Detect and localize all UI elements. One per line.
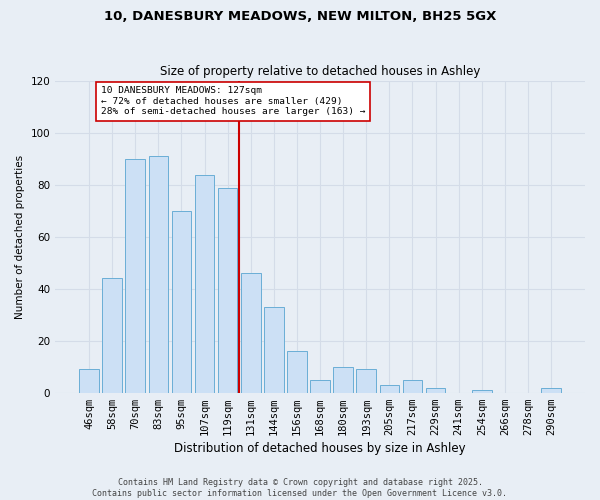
Bar — [103, 278, 122, 392]
Bar — [356, 370, 376, 392]
Text: 10 DANESBURY MEADOWS: 127sqm
← 72% of detached houses are smaller (429)
28% of s: 10 DANESBURY MEADOWS: 127sqm ← 72% of de… — [101, 86, 365, 116]
Bar — [403, 380, 422, 392]
Bar — [426, 388, 445, 392]
Bar — [218, 188, 238, 392]
Bar — [334, 366, 353, 392]
Bar — [264, 307, 284, 392]
Bar — [125, 159, 145, 392]
Bar — [380, 385, 399, 392]
Bar — [287, 351, 307, 393]
Bar — [149, 156, 168, 392]
Bar — [541, 388, 561, 392]
Bar — [195, 174, 214, 392]
Text: 10, DANESBURY MEADOWS, NEW MILTON, BH25 5GX: 10, DANESBURY MEADOWS, NEW MILTON, BH25 … — [104, 10, 496, 23]
Title: Size of property relative to detached houses in Ashley: Size of property relative to detached ho… — [160, 66, 480, 78]
X-axis label: Distribution of detached houses by size in Ashley: Distribution of detached houses by size … — [174, 442, 466, 455]
Bar — [172, 211, 191, 392]
Text: Contains HM Land Registry data © Crown copyright and database right 2025.
Contai: Contains HM Land Registry data © Crown c… — [92, 478, 508, 498]
Bar — [310, 380, 330, 392]
Bar — [79, 370, 99, 392]
Bar — [241, 273, 260, 392]
Bar — [472, 390, 491, 392]
Y-axis label: Number of detached properties: Number of detached properties — [15, 155, 25, 319]
